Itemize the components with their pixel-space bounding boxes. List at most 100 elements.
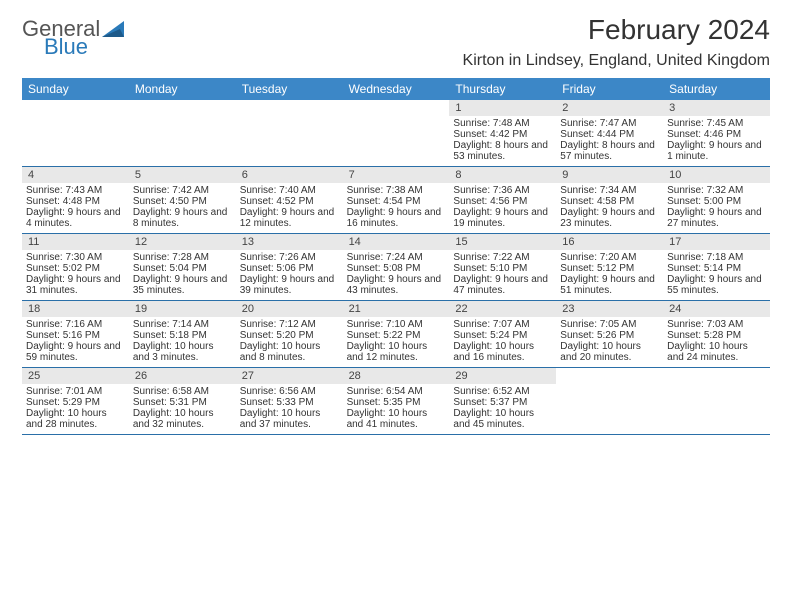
sunrise-text: Sunrise: 7:28 AM bbox=[133, 252, 232, 263]
sunrise-text: Sunrise: 6:54 AM bbox=[347, 386, 446, 397]
daylight-text: Daylight: 9 hours and 59 minutes. bbox=[26, 341, 125, 363]
sunrise-text: Sunrise: 7:26 AM bbox=[240, 252, 339, 263]
day-cell: Sunrise: 7:32 AMSunset: 5:00 PMDaylight:… bbox=[663, 183, 770, 233]
day-number: 12 bbox=[129, 234, 236, 250]
daylight-text: Daylight: 10 hours and 12 minutes. bbox=[347, 341, 446, 363]
sunrise-text: Sunrise: 7:14 AM bbox=[133, 319, 232, 330]
daylight-text: Daylight: 9 hours and 27 minutes. bbox=[667, 207, 766, 229]
title-block: February 2024 Kirton in Lindsey, England… bbox=[463, 14, 770, 70]
day-number: 2 bbox=[556, 100, 663, 116]
daylight-text: Daylight: 10 hours and 20 minutes. bbox=[560, 341, 659, 363]
daylight-text: Daylight: 10 hours and 45 minutes. bbox=[453, 408, 552, 430]
daylight-text: Daylight: 9 hours and 16 minutes. bbox=[347, 207, 446, 229]
day-cell: Sunrise: 7:24 AMSunset: 5:08 PMDaylight:… bbox=[343, 250, 450, 300]
day-number bbox=[236, 100, 343, 116]
daynum-row: 18192021222324 bbox=[22, 301, 770, 317]
sunset-text: Sunset: 4:56 PM bbox=[453, 196, 552, 207]
sunset-text: Sunset: 5:26 PM bbox=[560, 330, 659, 341]
daynum-row: 11121314151617 bbox=[22, 234, 770, 250]
sunset-text: Sunset: 5:20 PM bbox=[240, 330, 339, 341]
day-number: 8 bbox=[449, 167, 556, 183]
daylight-text: Daylight: 10 hours and 24 minutes. bbox=[667, 341, 766, 363]
day-cell: Sunrise: 7:40 AMSunset: 4:52 PMDaylight:… bbox=[236, 183, 343, 233]
day-cell: Sunrise: 7:48 AMSunset: 4:42 PMDaylight:… bbox=[449, 116, 556, 166]
day-number: 24 bbox=[663, 301, 770, 317]
sunrise-text: Sunrise: 7:22 AM bbox=[453, 252, 552, 263]
day-number: 4 bbox=[22, 167, 129, 183]
daylight-text: Daylight: 9 hours and 23 minutes. bbox=[560, 207, 659, 229]
day-cell: Sunrise: 7:16 AMSunset: 5:16 PMDaylight:… bbox=[22, 317, 129, 367]
sunrise-text: Sunrise: 7:01 AM bbox=[26, 386, 125, 397]
day-cell: Sunrise: 7:28 AMSunset: 5:04 PMDaylight:… bbox=[129, 250, 236, 300]
day-number bbox=[663, 368, 770, 384]
day-cell: Sunrise: 7:01 AMSunset: 5:29 PMDaylight:… bbox=[22, 384, 129, 434]
daylight-text: Daylight: 9 hours and 1 minute. bbox=[667, 140, 766, 162]
day-number: 29 bbox=[449, 368, 556, 384]
week-wrapper: 2526272829Sunrise: 7:01 AMSunset: 5:29 P… bbox=[22, 368, 770, 435]
day-cell: Sunrise: 7:26 AMSunset: 5:06 PMDaylight:… bbox=[236, 250, 343, 300]
sunset-text: Sunset: 5:08 PM bbox=[347, 263, 446, 274]
sunset-text: Sunset: 5:04 PM bbox=[133, 263, 232, 274]
day-number: 26 bbox=[129, 368, 236, 384]
day-number: 21 bbox=[343, 301, 450, 317]
sunset-text: Sunset: 5:00 PM bbox=[667, 196, 766, 207]
month-title: February 2024 bbox=[463, 14, 770, 46]
week-wrapper: 18192021222324Sunrise: 7:16 AMSunset: 5:… bbox=[22, 301, 770, 368]
weekday-header: Sunday Monday Tuesday Wednesday Thursday… bbox=[22, 78, 770, 100]
day-cell: Sunrise: 7:12 AMSunset: 5:20 PMDaylight:… bbox=[236, 317, 343, 367]
day-number: 28 bbox=[343, 368, 450, 384]
day-number: 15 bbox=[449, 234, 556, 250]
detail-row: Sunrise: 7:16 AMSunset: 5:16 PMDaylight:… bbox=[22, 317, 770, 367]
sunrise-text: Sunrise: 7:07 AM bbox=[453, 319, 552, 330]
day-cell: Sunrise: 7:45 AMSunset: 4:46 PMDaylight:… bbox=[663, 116, 770, 166]
day-number: 3 bbox=[663, 100, 770, 116]
day-cell: Sunrise: 7:05 AMSunset: 5:26 PMDaylight:… bbox=[556, 317, 663, 367]
daylight-text: Daylight: 8 hours and 53 minutes. bbox=[453, 140, 552, 162]
daylight-text: Daylight: 10 hours and 8 minutes. bbox=[240, 341, 339, 363]
sunset-text: Sunset: 4:42 PM bbox=[453, 129, 552, 140]
sunset-text: Sunset: 4:48 PM bbox=[26, 196, 125, 207]
day-cell bbox=[556, 384, 663, 434]
weeks-container: 123Sunrise: 7:48 AMSunset: 4:42 PMDaylig… bbox=[22, 100, 770, 435]
day-number: 20 bbox=[236, 301, 343, 317]
sunrise-text: Sunrise: 7:05 AM bbox=[560, 319, 659, 330]
day-cell: Sunrise: 7:47 AMSunset: 4:44 PMDaylight:… bbox=[556, 116, 663, 166]
day-cell: Sunrise: 7:18 AMSunset: 5:14 PMDaylight:… bbox=[663, 250, 770, 300]
daylight-text: Daylight: 8 hours and 57 minutes. bbox=[560, 140, 659, 162]
day-number: 6 bbox=[236, 167, 343, 183]
daylight-text: Daylight: 9 hours and 47 minutes. bbox=[453, 274, 552, 296]
day-cell: Sunrise: 7:30 AMSunset: 5:02 PMDaylight:… bbox=[22, 250, 129, 300]
day-cell bbox=[236, 116, 343, 166]
day-cell: Sunrise: 7:38 AMSunset: 4:54 PMDaylight:… bbox=[343, 183, 450, 233]
sunrise-text: Sunrise: 6:52 AM bbox=[453, 386, 552, 397]
day-number bbox=[343, 100, 450, 116]
day-number bbox=[22, 100, 129, 116]
daylight-text: Daylight: 10 hours and 16 minutes. bbox=[453, 341, 552, 363]
daynum-row: 123 bbox=[22, 100, 770, 116]
sunrise-text: Sunrise: 7:47 AM bbox=[560, 118, 659, 129]
day-cell: Sunrise: 7:42 AMSunset: 4:50 PMDaylight:… bbox=[129, 183, 236, 233]
sunrise-text: Sunrise: 7:45 AM bbox=[667, 118, 766, 129]
day-number: 7 bbox=[343, 167, 450, 183]
sunrise-text: Sunrise: 7:40 AM bbox=[240, 185, 339, 196]
weekday-tuesday: Tuesday bbox=[236, 78, 343, 100]
sunrise-text: Sunrise: 7:34 AM bbox=[560, 185, 659, 196]
header: General Blue February 2024 Kirton in Lin… bbox=[22, 14, 770, 70]
sunset-text: Sunset: 4:58 PM bbox=[560, 196, 659, 207]
day-cell: Sunrise: 7:14 AMSunset: 5:18 PMDaylight:… bbox=[129, 317, 236, 367]
day-cell: Sunrise: 7:22 AMSunset: 5:10 PMDaylight:… bbox=[449, 250, 556, 300]
sunrise-text: Sunrise: 6:58 AM bbox=[133, 386, 232, 397]
day-number: 17 bbox=[663, 234, 770, 250]
day-cell bbox=[663, 384, 770, 434]
daylight-text: Daylight: 10 hours and 41 minutes. bbox=[347, 408, 446, 430]
sunrise-text: Sunrise: 7:03 AM bbox=[667, 319, 766, 330]
week-wrapper: 123Sunrise: 7:48 AMSunset: 4:42 PMDaylig… bbox=[22, 100, 770, 167]
day-cell: Sunrise: 7:43 AMSunset: 4:48 PMDaylight:… bbox=[22, 183, 129, 233]
sunrise-text: Sunrise: 7:10 AM bbox=[347, 319, 446, 330]
detail-row: Sunrise: 7:01 AMSunset: 5:29 PMDaylight:… bbox=[22, 384, 770, 434]
day-number: 27 bbox=[236, 368, 343, 384]
weekday-friday: Friday bbox=[556, 78, 663, 100]
weekday-wednesday: Wednesday bbox=[343, 78, 450, 100]
day-number: 5 bbox=[129, 167, 236, 183]
daylight-text: Daylight: 9 hours and 4 minutes. bbox=[26, 207, 125, 229]
